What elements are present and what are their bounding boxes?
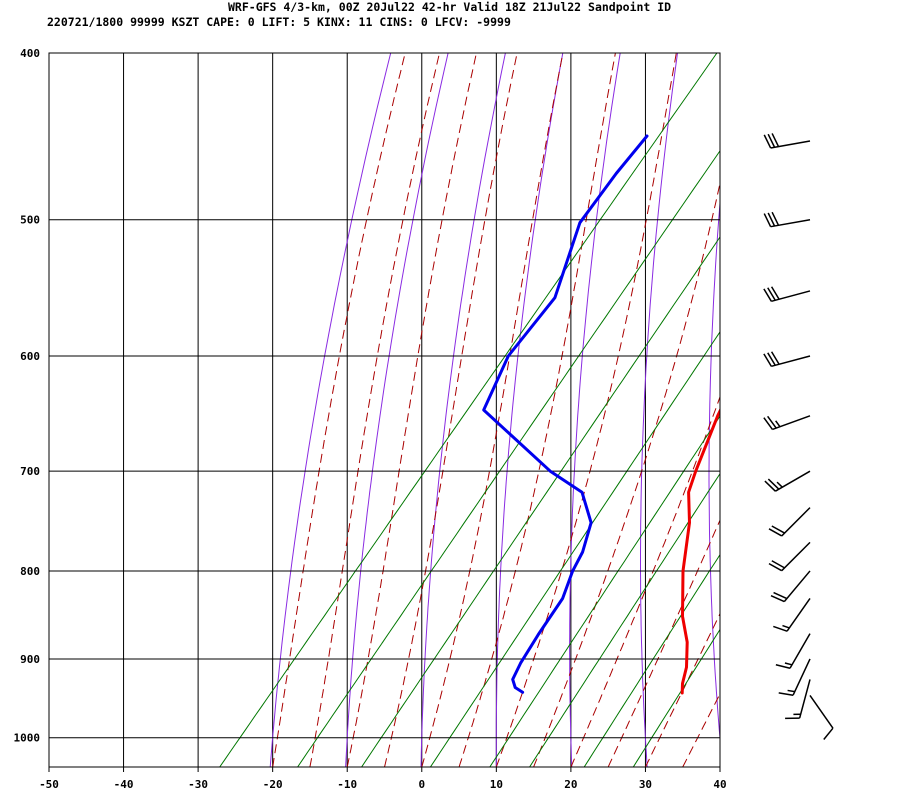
- moist-adiabat: [272, 53, 406, 767]
- wind-barb: [785, 679, 811, 720]
- wind-barb: [763, 351, 811, 368]
- wind-barb: [768, 541, 811, 572]
- dry-adiabat: [640, 53, 679, 767]
- y-tick-label: 800: [20, 565, 40, 578]
- x-tick-label: 40: [713, 778, 726, 791]
- temperature-trace: [680, 407, 720, 695]
- moist-adiabat: [570, 395, 720, 767]
- reference-lines: [123, 15, 876, 782]
- mixing-ratio-line: [361, 236, 720, 767]
- x-tick-label: -30: [188, 778, 208, 791]
- mixing-ratio-line: [632, 628, 720, 767]
- dry-adiabat: [840, 15, 876, 782]
- wind-barb: [768, 507, 811, 537]
- wind-barb: [775, 633, 811, 669]
- wind-barbs: [763, 133, 834, 740]
- wind-barb: [763, 415, 811, 431]
- wind-barb: [764, 470, 811, 492]
- sounding-traces: [482, 134, 720, 695]
- wind-barb: [770, 570, 811, 603]
- dry-adiabat: [495, 53, 564, 767]
- x-tick-label: -10: [337, 778, 357, 791]
- mixing-ratio-line: [529, 472, 720, 767]
- moist-adiabat: [384, 53, 518, 767]
- moist-adiabat: [346, 53, 477, 767]
- dry-adiabat: [345, 53, 449, 767]
- x-tick-label: -50: [39, 778, 59, 791]
- x-tick-label: -20: [263, 778, 283, 791]
- header-line-2: 220721/1800 99999 KSZT CAPE: 0 LIFT: 5 K…: [47, 15, 511, 29]
- wind-barb: [778, 658, 811, 696]
- x-tick-label: 0: [418, 778, 425, 791]
- moist-adiabat: [495, 53, 677, 767]
- mixing-ratio-line: [583, 553, 720, 767]
- dry-adiabat: [269, 53, 392, 767]
- x-tick-label: 10: [490, 778, 503, 791]
- mixing-ratio-line: [297, 149, 720, 767]
- wind-barb: [763, 286, 811, 303]
- y-tick-label: 600: [20, 350, 40, 363]
- isobars: [49, 52, 720, 739]
- wind-barb: [809, 694, 834, 740]
- mixing-ratio-line: [489, 415, 720, 767]
- moist-adiabat: [533, 181, 720, 767]
- y-tick-label: 900: [20, 653, 40, 666]
- x-tick-label: -40: [114, 778, 134, 791]
- y-tick-label: 700: [20, 465, 40, 478]
- y-axis-ticks: 400 500 600 700 800 900 1000: [14, 47, 41, 745]
- dry-adiabat: [420, 53, 506, 767]
- moist-adiabat: [607, 518, 720, 767]
- mixing-ratio-line: [219, 53, 718, 767]
- wind-barb: [763, 133, 811, 149]
- y-tick-label: 1000: [14, 732, 41, 745]
- mixing-ratio-line: [429, 331, 720, 767]
- dry-adiabat: [708, 196, 720, 744]
- x-tick-label: 30: [639, 778, 652, 791]
- x-tick-label: 20: [564, 778, 577, 791]
- header-line-1: WRF-GFS 4/3-km, 00Z 20Jul22 42-hr Valid …: [228, 0, 671, 14]
- x-axis-ticks: -50 -40 -30 -20 -10 0 10 20 30 40: [39, 767, 727, 791]
- moist-adiabat: [309, 53, 440, 767]
- plot-frame: [48, 52, 721, 768]
- dry-adiabat: [569, 53, 621, 767]
- wind-barb: [763, 211, 811, 228]
- wind-barb: [773, 598, 811, 632]
- dewpoint-trace: [482, 134, 649, 694]
- moist-adiabat: [644, 612, 720, 767]
- y-tick-label: 500: [20, 214, 40, 227]
- y-tick-label: 400: [20, 47, 40, 60]
